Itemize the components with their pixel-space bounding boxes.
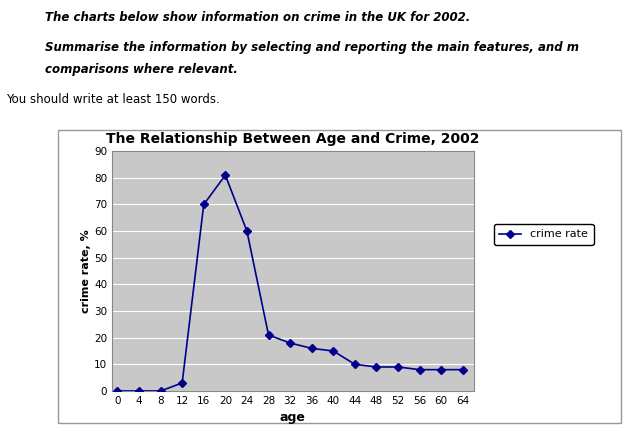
Text: The charts below show information on crime in the UK for 2002.: The charts below show information on cri…: [45, 11, 470, 24]
Text: comparisons where relevant.: comparisons where relevant.: [45, 63, 237, 76]
Y-axis label: crime rate, %: crime rate, %: [81, 229, 92, 313]
X-axis label: age: age: [280, 411, 306, 424]
Legend: crime rate: crime rate: [493, 224, 594, 245]
Text: You should write at least 150 words.: You should write at least 150 words.: [6, 93, 220, 106]
Title: The Relationship Between Age and Crime, 2002: The Relationship Between Age and Crime, …: [106, 132, 479, 146]
Text: Summarise the information by selecting and reporting the main features, and m: Summarise the information by selecting a…: [45, 41, 579, 54]
